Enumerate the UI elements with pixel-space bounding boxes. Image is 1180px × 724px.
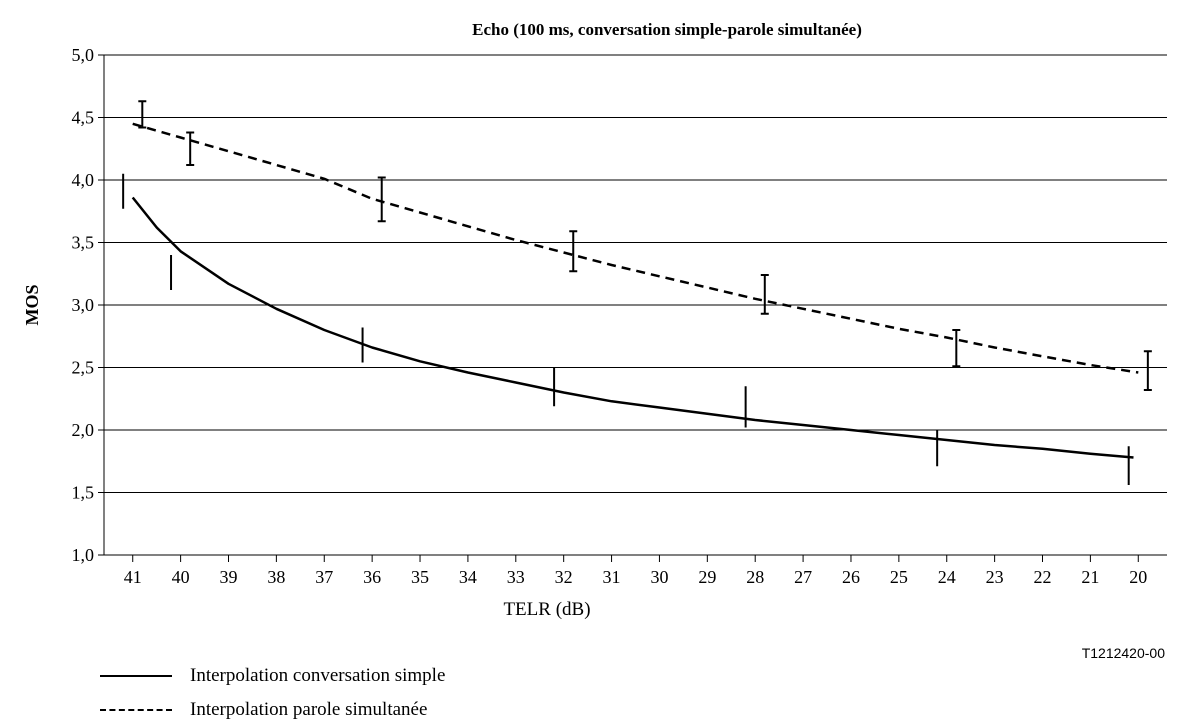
x-tick-label: 21 — [1081, 567, 1099, 587]
x-tick-label: 32 — [555, 567, 573, 587]
y-tick-label: 3,5 — [72, 233, 95, 253]
x-tick-label: 41 — [124, 567, 142, 587]
x-axis-label: TELR (dB) — [503, 599, 590, 620]
y-tick-label: 4,5 — [72, 108, 95, 128]
x-tick-label: 29 — [698, 567, 716, 587]
x-tick-label: 26 — [842, 567, 860, 587]
legend-line-dashed — [100, 709, 172, 711]
y-tick-label: 3,0 — [72, 295, 95, 315]
legend-item-dashed: Interpolation parole simultanée — [100, 698, 427, 722]
x-tick-label: 34 — [459, 567, 477, 587]
x-tick-label: 38 — [267, 567, 285, 587]
gridlines — [104, 54, 1167, 493]
x-tick-label: 20 — [1129, 567, 1147, 587]
x-tick-label: 23 — [986, 567, 1004, 587]
series-line-2 — [132, 122, 1139, 374]
legend-label-dashed: Interpolation parole simultanée — [190, 699, 428, 720]
y-tick-label: 1,5 — [72, 483, 95, 503]
x-tick-label: 31 — [603, 567, 621, 587]
y-tick-label: 2,5 — [72, 358, 95, 378]
x-tick-label: 39 — [219, 567, 237, 587]
legend-line-solid — [100, 675, 172, 677]
series-group — [122, 100, 1152, 485]
x-tick-label: 36 — [363, 567, 381, 587]
y-tick-label: 1,0 — [72, 545, 95, 565]
y-tick-label: 4,0 — [72, 170, 95, 190]
x-tick-label: 35 — [411, 567, 429, 587]
figure-id: T1212420-00 — [1082, 645, 1166, 661]
x-tick-label: 24 — [938, 567, 956, 587]
x-tick-label: 25 — [890, 567, 908, 587]
legend-item-solid: Interpolation conversation simple — [100, 664, 445, 688]
x-tick-label: 30 — [650, 567, 668, 587]
x-tick-label: 27 — [794, 567, 812, 587]
y-tick-label: 2,0 — [72, 420, 95, 440]
chart-title: Echo (100 ms, conversation simple-parole… — [472, 20, 862, 39]
axes: 1,0 1,5 2,0 2,5 3,0 3,5 4,0 4,5 5,0 41 40 39 38 37 36 3… — [72, 45, 1167, 587]
x-tick-label: 28 — [746, 567, 764, 587]
x-tick-label: 33 — [507, 567, 525, 587]
x-tick-label: 22 — [1034, 567, 1052, 587]
series-line-1 — [131, 196, 1134, 459]
x-tick-label: 37 — [315, 567, 333, 587]
y-axis-label: MOS — [22, 284, 42, 325]
x-tick-label: 40 — [172, 567, 190, 587]
y-tick-label: 5,0 — [72, 45, 95, 65]
legend-label-solid: Interpolation conversation simple — [190, 665, 446, 686]
